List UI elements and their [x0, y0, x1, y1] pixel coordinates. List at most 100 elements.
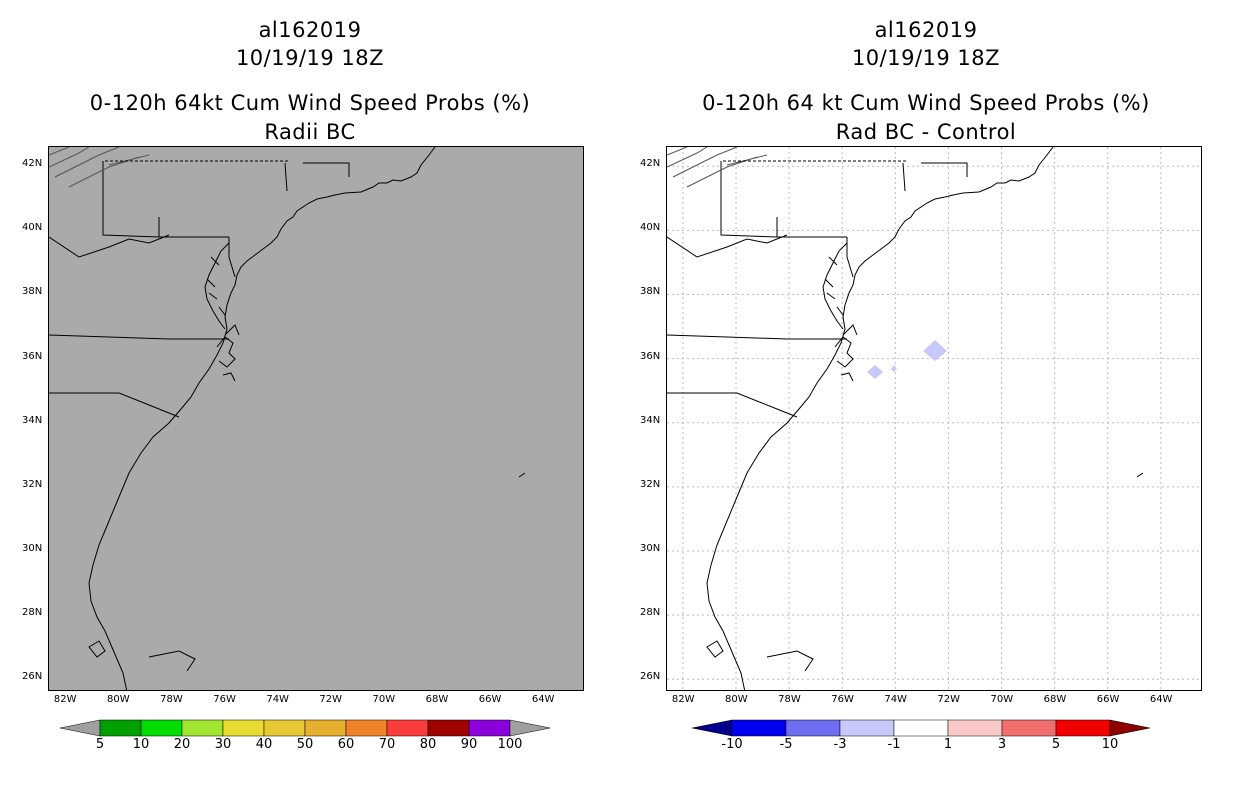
right-title-subtitle: Rad BC - Control	[835, 120, 1017, 144]
lat-tick-label: 30N	[22, 542, 43, 554]
lon-tick-label: 76W	[213, 694, 236, 705]
bermuda	[518, 472, 526, 478]
lon-tick-label: 68W	[1043, 694, 1067, 705]
lat-tick-label: 40N	[22, 222, 43, 234]
colorbar-label: 10	[132, 737, 150, 752]
lat-tick-label: 42N	[640, 158, 661, 170]
state-borders	[49, 161, 350, 418]
colorbar-label: 5	[95, 737, 105, 752]
right-map-canvas	[667, 147, 1201, 690]
lon-tick-label: 80W	[725, 694, 748, 705]
lat-tick-label: 38N	[640, 286, 661, 298]
lat-tick-label: 32N	[22, 478, 43, 490]
colorbar-label: 30	[214, 737, 232, 752]
colorbar-label: 1	[943, 737, 953, 752]
colorbar-segment	[263, 719, 306, 737]
colorbar-label: 10	[1101, 737, 1119, 752]
colorbar-segment	[1055, 719, 1111, 737]
bermuda	[1136, 472, 1144, 478]
lon-tick-label: 68W	[425, 694, 449, 705]
coastline-and-borders	[49, 147, 526, 690]
terrain-lines	[49, 147, 150, 188]
lat-tick-label: 36N	[22, 350, 43, 362]
lon-tick-label: 70W	[990, 694, 1014, 705]
lat-tick-label: 36N	[640, 350, 661, 362]
lon-tick-label: 78W	[778, 694, 801, 705]
florida-keys-bahamas	[148, 650, 196, 672]
colorbar-label: 100	[497, 737, 523, 752]
state-borders	[667, 161, 968, 418]
colorbar-high-arrow	[1109, 719, 1151, 737]
lat-tick-label: 30N	[640, 542, 661, 554]
diff-area-3	[923, 340, 947, 361]
left-colorbar	[59, 719, 551, 737]
coastline	[706, 147, 1054, 690]
coastline	[88, 147, 436, 690]
lake-okeechobee	[88, 640, 106, 658]
diff-area-1	[867, 365, 883, 379]
lat-tick-label: 32N	[640, 478, 661, 490]
lat-tick-label: 34N	[22, 414, 43, 426]
colorbar-low-arrow	[59, 719, 101, 737]
map-background	[49, 147, 583, 690]
lon-tick-label: 74W	[266, 694, 289, 705]
colorbar-label: 3	[997, 737, 1007, 752]
lon-tick-label: 80W	[107, 694, 130, 705]
right-map	[666, 146, 1202, 691]
colorbar-label: -3	[833, 737, 847, 752]
colorbar-label: 70	[378, 737, 396, 752]
colorbar-segment	[947, 719, 1003, 737]
lon-tick-label: 70W	[372, 694, 396, 705]
colorbar-segment	[893, 719, 949, 737]
colorbar-segment	[99, 719, 142, 737]
colorbar-label: 40	[255, 737, 273, 752]
colorbar-segment	[731, 719, 787, 737]
right-title-storm: al162019	[874, 18, 978, 42]
right-title-datetime: 10/19/19 18Z	[851, 46, 1001, 70]
lat-tick-label: 42N	[22, 158, 43, 170]
pamlico-sound	[216, 324, 240, 382]
colorbar-segment	[181, 719, 224, 737]
lat-tick-label: 38N	[22, 286, 43, 298]
colorbar-label: -5	[779, 737, 793, 752]
colorbar-low-arrow	[691, 719, 733, 737]
left-title-storm: al162019	[258, 18, 362, 42]
chesapeake-bay	[822, 242, 848, 330]
colorbar-label: 90	[460, 737, 478, 752]
left-map	[48, 146, 584, 691]
colorbar-label: 60	[337, 737, 355, 752]
colorbar-segment	[427, 719, 470, 737]
gridlines	[667, 147, 1201, 690]
colorbar-segment	[222, 719, 265, 737]
colorbar-label: 20	[173, 737, 191, 752]
colorbar-segment	[345, 719, 388, 737]
lon-tick-label: 66W	[1096, 694, 1120, 705]
left-map-canvas	[49, 147, 583, 690]
colorbar-label: 5	[1051, 737, 1061, 752]
colorbar-segment	[1001, 719, 1057, 737]
coastline-and-borders	[667, 147, 1144, 690]
lake-okeechobee	[706, 640, 724, 658]
lat-tick-label: 40N	[640, 222, 661, 234]
lat-tick-label: 34N	[640, 414, 661, 426]
colorbar-high-arrow	[509, 719, 551, 737]
left-title-product: 0-120h 64kt Cum Wind Speed Probs (%)	[89, 91, 531, 115]
right-colorbar	[691, 719, 1151, 737]
diff-area-2	[891, 365, 897, 372]
lat-tick-label: 26N	[22, 671, 43, 683]
colorbar-label: -10	[721, 737, 743, 752]
lon-tick-label: 72W	[937, 694, 961, 705]
lon-tick-label: 82W	[671, 694, 695, 705]
colorbar-segment	[839, 719, 895, 737]
colorbar-segment	[386, 719, 429, 737]
lat-tick-label: 26N	[640, 671, 661, 683]
colorbar-label: -1	[887, 737, 901, 752]
lon-tick-label: 66W	[478, 694, 502, 705]
lon-tick-label: 64W	[531, 694, 555, 705]
lon-tick-label: 76W	[831, 694, 854, 705]
chesapeake-bay	[204, 242, 230, 330]
left-title-datetime: 10/19/19 18Z	[235, 46, 385, 70]
lon-tick-label: 74W	[884, 694, 907, 705]
right-title-product: 0-120h 64 kt Cum Wind Speed Probs (%)	[702, 91, 1150, 115]
lon-tick-label: 82W	[53, 694, 77, 705]
